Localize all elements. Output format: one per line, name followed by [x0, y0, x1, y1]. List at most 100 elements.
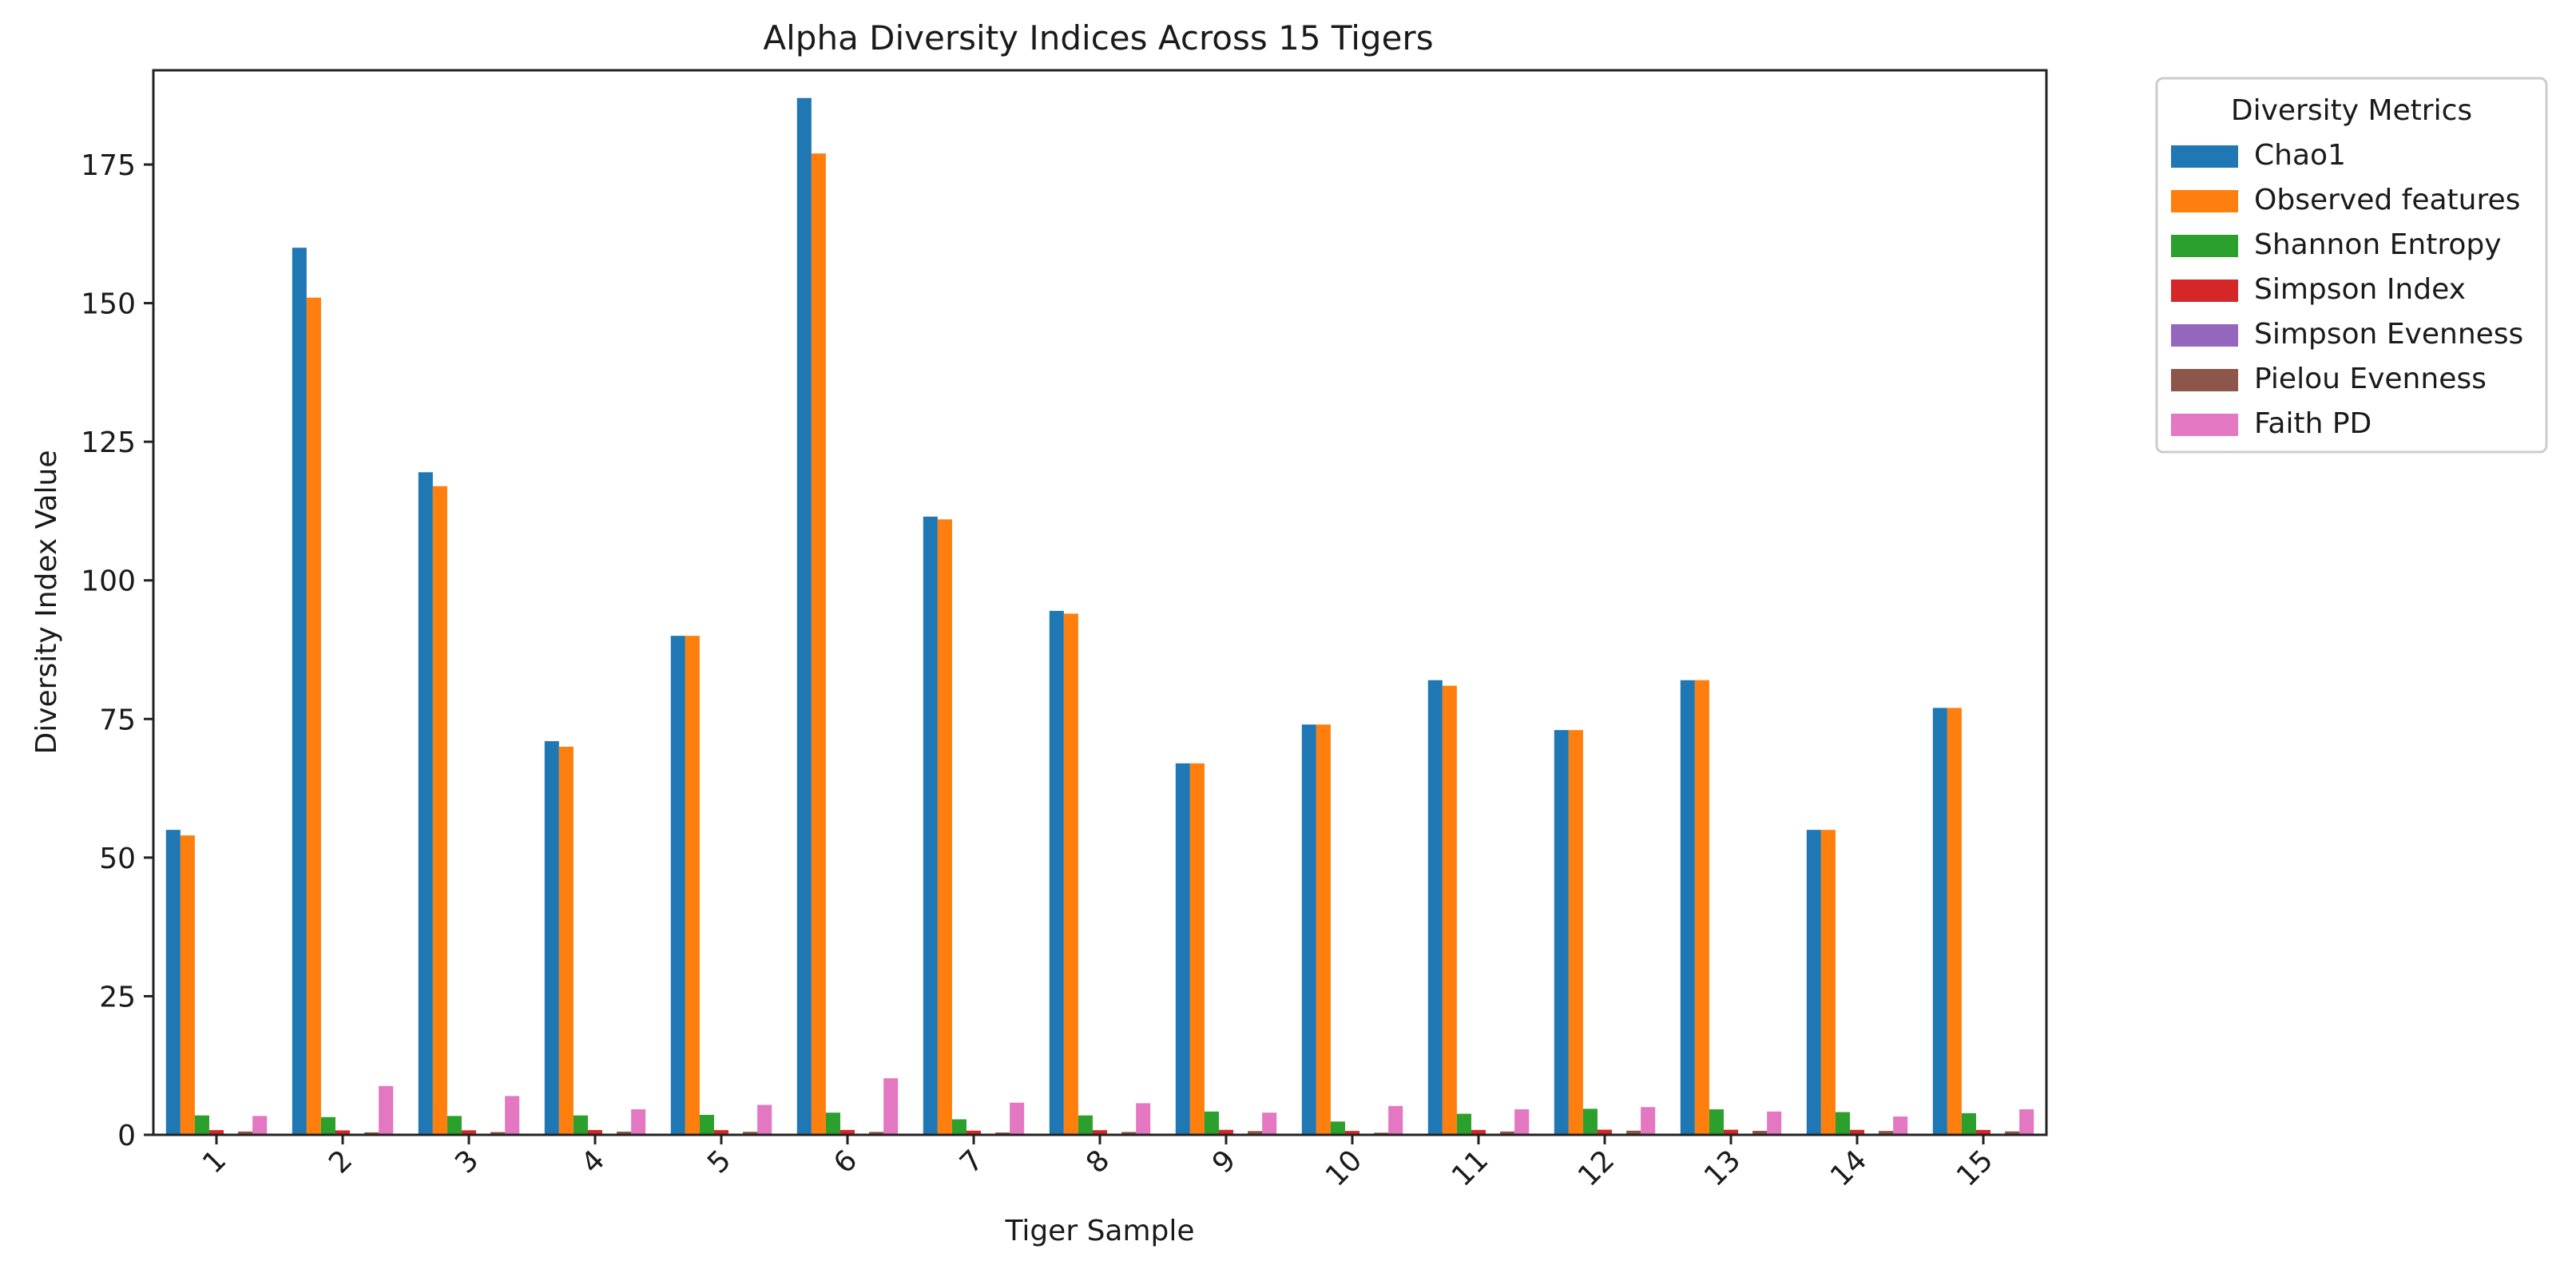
bar — [1568, 730, 1583, 1135]
legend-swatch — [2171, 369, 2238, 391]
bar — [2019, 1109, 2034, 1135]
bar — [966, 1130, 982, 1135]
bar — [379, 1085, 394, 1135]
bar — [320, 1116, 335, 1135]
bar — [306, 297, 321, 1135]
bar — [1597, 1129, 1613, 1135]
y-tick-label: 175 — [81, 149, 136, 182]
bar — [364, 1132, 379, 1135]
bar — [1010, 1102, 1025, 1135]
bar — [1218, 1129, 1234, 1135]
bar — [937, 519, 952, 1135]
bar — [796, 97, 812, 1136]
bar — [811, 153, 826, 1135]
bar — [1806, 830, 1821, 1135]
bar — [1849, 1129, 1865, 1135]
legend-label: Faith PD — [2254, 407, 2372, 440]
bar — [1442, 685, 1457, 1135]
plot-area-frame — [152, 69, 2048, 1136]
bar — [1121, 1132, 1137, 1135]
bar — [2005, 1131, 2020, 1135]
legend-swatch — [2171, 145, 2238, 168]
bar — [923, 516, 938, 1135]
bar — [1723, 1129, 1739, 1135]
bar — [1344, 1131, 1360, 1135]
bar — [1626, 1130, 1641, 1135]
bar — [180, 835, 195, 1135]
legend-swatch — [2171, 324, 2238, 347]
bar — [839, 1129, 855, 1135]
bar — [292, 248, 307, 1135]
bar — [1975, 1129, 1991, 1135]
bar — [418, 472, 433, 1135]
bar — [1471, 1129, 1486, 1135]
y-tick-label: 100 — [81, 565, 136, 598]
bar — [1248, 1131, 1263, 1135]
bar — [1932, 708, 1947, 1135]
bar — [461, 1130, 477, 1135]
bar — [1063, 613, 1078, 1135]
bar — [1767, 1111, 1782, 1135]
bar — [1204, 1111, 1219, 1135]
bar — [883, 1078, 899, 1135]
bar — [1500, 1131, 1515, 1135]
bar — [1456, 1113, 1471, 1135]
bar — [490, 1132, 506, 1135]
bar — [1835, 1112, 1850, 1135]
legend-box — [2155, 77, 2548, 454]
bar — [1820, 830, 1836, 1135]
bar — [1175, 763, 1190, 1135]
bar — [825, 1112, 840, 1135]
bar — [505, 1096, 520, 1135]
legend-label: Pielou Evenness — [2254, 363, 2487, 395]
bar — [1680, 680, 1695, 1135]
bar — [670, 636, 685, 1135]
legend-swatch — [2171, 414, 2238, 436]
legend-label: Simpson Evenness — [2254, 318, 2523, 351]
y-axis: 0 25 50 75 100 125 150 175 — [81, 149, 153, 1152]
y-tick-label: 0 — [117, 1120, 136, 1152]
bar — [1879, 1131, 1894, 1135]
bar — [1554, 730, 1569, 1135]
bar — [194, 1115, 209, 1135]
bar — [1092, 1130, 1108, 1135]
y-tick-label: 125 — [81, 426, 136, 459]
bar — [1136, 1103, 1151, 1135]
chart-title: Alpha Diversity Indices Across 15 Tigers — [763, 18, 1433, 58]
bar — [1709, 1109, 1724, 1135]
bar — [1694, 680, 1709, 1135]
bar — [165, 830, 181, 1135]
legend-swatch — [2171, 190, 2238, 212]
bar — [1078, 1115, 1093, 1135]
bar — [1330, 1121, 1345, 1135]
bar — [617, 1131, 632, 1135]
legend-swatch — [2171, 235, 2238, 257]
x-axis-label: Tiger Sample — [1004, 1215, 1194, 1247]
legend-title: Diversity Metrics — [2231, 94, 2472, 127]
legend-label: Simpson Index — [2254, 273, 2466, 306]
bar — [951, 1119, 966, 1135]
bar — [1961, 1112, 1976, 1135]
bar — [1427, 680, 1443, 1135]
bar — [699, 1115, 714, 1135]
bar — [1893, 1116, 1908, 1135]
bar — [1301, 724, 1316, 1135]
legend-swatch — [2171, 280, 2238, 302]
bar — [685, 636, 700, 1135]
bar — [1641, 1107, 1656, 1135]
bar — [1752, 1131, 1768, 1135]
legend-label: Observed features — [2254, 184, 2520, 216]
bar — [335, 1130, 351, 1135]
bar — [573, 1115, 588, 1135]
y-axis-label: Diversity Index Value — [30, 450, 63, 754]
legend-label: Shannon Entropy — [2254, 228, 2502, 261]
bars-layer — [165, 97, 2034, 1136]
bar — [544, 741, 559, 1135]
bar — [1189, 763, 1205, 1135]
bar — [1049, 610, 1064, 1135]
bar — [1582, 1108, 1598, 1135]
bar — [447, 1116, 462, 1135]
legend-label: Chao1 — [2254, 139, 2346, 172]
bar — [432, 486, 447, 1135]
